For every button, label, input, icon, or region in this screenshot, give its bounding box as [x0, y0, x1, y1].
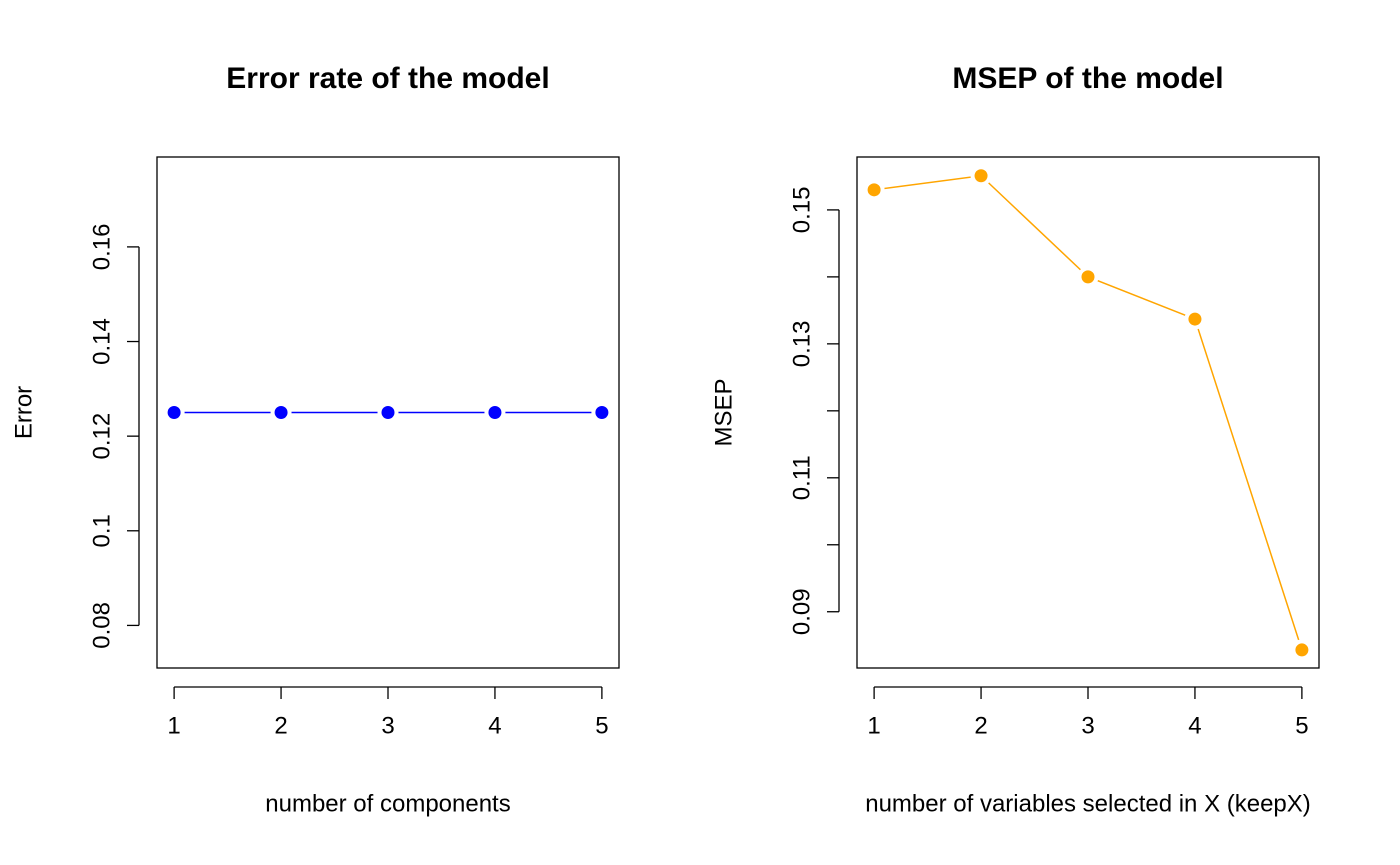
x-tick-label: 5 — [595, 712, 608, 739]
point — [1184, 308, 1206, 330]
y-tick-label: 0.08 — [88, 602, 115, 649]
point — [1077, 266, 1099, 288]
y-tick-label: 0.15 — [788, 187, 815, 234]
x-tick-label: 2 — [974, 712, 987, 739]
point — [377, 402, 399, 423]
x-tick-label: 4 — [488, 712, 501, 739]
x-tick-label: 4 — [1188, 712, 1201, 739]
y-tick-label: 0.14 — [88, 318, 115, 365]
point — [163, 402, 185, 423]
y-axis-title: Error — [10, 386, 37, 439]
y-tick-label: 0.13 — [788, 320, 815, 367]
point — [270, 402, 292, 423]
x-axis-title: number of components — [265, 790, 510, 817]
point — [863, 179, 885, 201]
point — [1291, 639, 1313, 661]
x-tick-label: 5 — [1295, 712, 1308, 739]
point — [970, 165, 992, 187]
x-tick-label: 1 — [167, 712, 180, 739]
x-axis-title: number of variables selected in X (keepX… — [865, 790, 1311, 817]
x-tick-label: 1 — [867, 712, 880, 739]
y-tick-label: 0.12 — [88, 413, 115, 460]
chart-title: Error rate of the model — [226, 62, 549, 95]
y-axis-title: MSEP — [710, 378, 737, 446]
y-tick-label: 0.16 — [88, 224, 115, 271]
chart-title: MSEP of the model — [952, 62, 1223, 95]
point — [591, 402, 613, 423]
plot-box — [856, 156, 1320, 669]
point — [484, 402, 506, 423]
y-tick-label: 0.1 — [88, 514, 115, 547]
x-tick-label: 2 — [274, 712, 287, 739]
plot-box — [156, 156, 620, 669]
series-line — [874, 174, 1303, 651]
y-tick-label: 0.09 — [788, 588, 815, 635]
x-tick-label: 3 — [381, 712, 394, 739]
y-tick-label: 0.11 — [788, 455, 815, 500]
x-tick-label: 3 — [1081, 712, 1094, 739]
